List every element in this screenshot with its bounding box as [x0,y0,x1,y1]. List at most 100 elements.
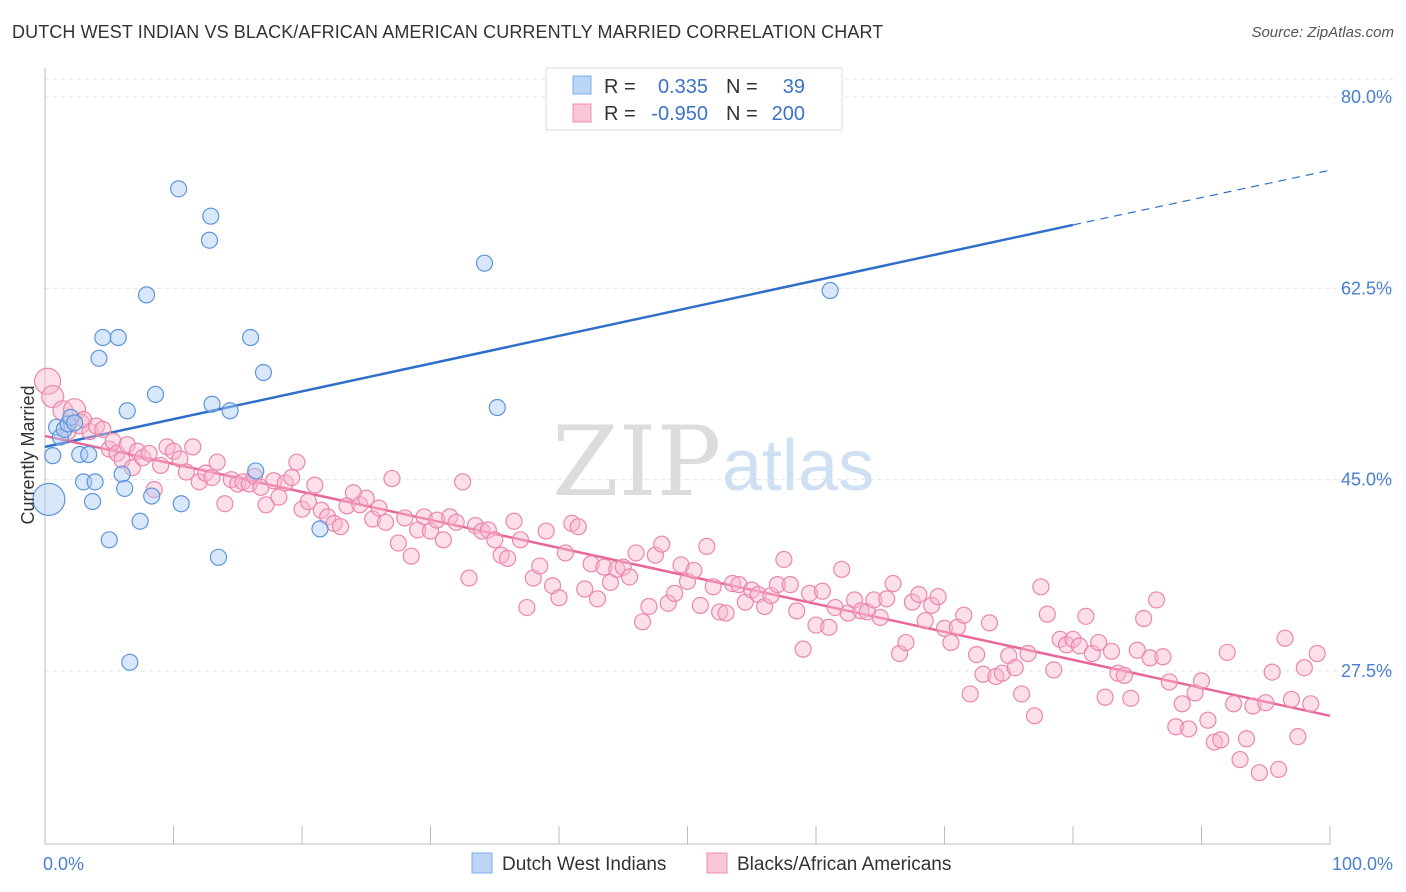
data-point-dutch-west-indians [209,548,228,566]
legend-top: R = 0.335 N = 39 R = -0.950 N = 200 [545,67,843,131]
data-point-blacks-african-americans [1109,664,1127,682]
data-point-blacks-african-americans [1083,644,1101,663]
data-point-blacks-african-americans [608,560,626,578]
data-point-blacks-african-americans [621,568,639,586]
data-point-blacks-african-americans [1064,630,1082,648]
data-point-blacks-african-americans [283,468,301,487]
data-point-blacks-african-americans [1077,607,1095,625]
legend-n-value: 39 [783,76,805,98]
data-point-blacks-african-americans [152,456,170,475]
data-point-blacks-african-americans [203,468,221,487]
data-point-blacks-african-americans [980,614,999,632]
data-point-blacks-african-americans [190,473,208,491]
data-point-blacks-african-americans [1025,707,1044,725]
data-point-blacks-african-americans [826,598,844,617]
data-point-blacks-african-americans [974,665,992,683]
data-point-blacks-african-americans [1070,637,1089,655]
data-point-blacks-african-americans [1257,694,1275,712]
data-point-dutch-west-indians [202,207,220,225]
data-point-blacks-african-americans [208,453,226,471]
series-blacks-african-americans [33,367,1326,782]
data-point-blacks-african-americans [319,508,337,526]
data-point-dutch-west-indians [488,398,506,417]
data-point-blacks-african-americans [723,574,742,593]
legend-swatch-blue [572,75,592,95]
data-point-blacks-african-americans [1122,689,1140,707]
data-point-dutch-west-indians [86,473,104,491]
data-point-blacks-african-americans [479,521,497,539]
data-point-blacks-african-americans [94,420,112,438]
data-point-blacks-african-americans [762,586,780,605]
data-point-blacks-african-americans [923,596,941,615]
data-point-blacks-african-americans [1045,661,1063,679]
data-point-blacks-african-americans [672,556,690,574]
data-point-blacks-african-americans [1135,609,1153,628]
data-point-blacks-african-americans [852,602,870,620]
data-point-blacks-african-americans [929,588,947,606]
data-point-blacks-african-americans [717,604,735,622]
data-point-dutch-west-indians [170,180,188,198]
legend-r-value: 0.335 [658,76,708,98]
bottom-legend-swatch-pink [706,852,728,874]
data-point-blacks-african-americans [691,596,709,615]
data-point-blacks-african-americans [878,590,896,608]
data-point-blacks-african-americans [216,495,234,513]
data-point-blacks-african-americans [1218,643,1236,662]
data-point-dutch-west-indians [821,281,839,300]
data-point-blacks-african-americans [383,469,401,488]
data-point-blacks-african-americans [1237,730,1256,748]
data-point-blacks-african-americans [627,544,645,562]
data-point-blacks-african-americans [813,582,832,600]
data-point-blacks-african-americans [1276,629,1294,647]
data-point-blacks-african-americans [633,613,652,631]
data-point-blacks-african-americans [698,537,716,555]
data-point-dutch-west-indians [121,653,139,671]
data-point-blacks-african-americans [775,550,793,569]
data-point-dutch-west-indians [137,286,156,304]
data-point-blacks-african-americans [1250,764,1268,782]
data-point-blacks-african-americans [1302,695,1320,713]
data-point-blacks-african-americans [807,616,825,634]
data-point-blacks-african-americans [1212,731,1230,749]
watermark-atlas: atlas [722,426,874,506]
data-point-blacks-african-americans [245,467,264,485]
data-point-dutch-west-indians [44,447,62,465]
data-point-blacks-african-americans [968,645,986,664]
data-point-blacks-african-americans [1263,663,1281,681]
data-point-blacks-african-americans [935,619,954,637]
axes [44,68,1331,845]
data-point-blacks-african-americans [820,618,838,636]
data-point-blacks-african-americans [473,522,491,540]
data-point-blacks-african-americans [685,561,703,580]
data-point-blacks-african-americans [942,633,960,652]
data-point-blacks-african-americans [460,569,478,587]
data-point-blacks-african-americans [576,580,594,598]
data-point-blacks-african-americans [1192,672,1211,690]
data-point-blacks-african-americans [730,576,748,594]
data-point-blacks-african-americans [257,496,275,514]
data-point-blacks-african-americans [396,509,414,527]
data-point-blacks-african-americans [331,518,350,536]
legend-bottom: Dutch West Indians Blacks/African Americ… [471,852,951,875]
data-point-blacks-african-americans [768,576,787,594]
data-point-blacks-african-americans [288,453,306,471]
legend-r-label: R = [604,103,636,125]
data-point-dutch-west-indians [80,445,98,464]
data-point-blacks-african-americans [678,572,697,590]
x-tick-label: 100.0% [1332,854,1393,874]
data-point-blacks-african-americans [299,492,318,511]
data-point-dutch-west-indians [475,254,494,272]
data-point-blacks-african-americans [595,558,613,576]
data-point-blacks-african-americans [270,488,288,506]
data-point-blacks-african-americans [518,598,536,617]
data-point-blacks-african-americans [184,438,202,456]
data-point-blacks-african-americans [118,436,136,454]
data-point-dutch-west-indians [200,231,219,249]
data-point-blacks-african-americans [1225,695,1243,713]
legend-n-label: N = [726,76,758,98]
data-point-blacks-african-americans [428,511,446,529]
data-point-blacks-african-americans [434,531,452,549]
data-point-dutch-west-indians [109,328,127,347]
data-point-blacks-african-americans [1006,659,1024,677]
data-point-dutch-west-indians [100,531,118,549]
